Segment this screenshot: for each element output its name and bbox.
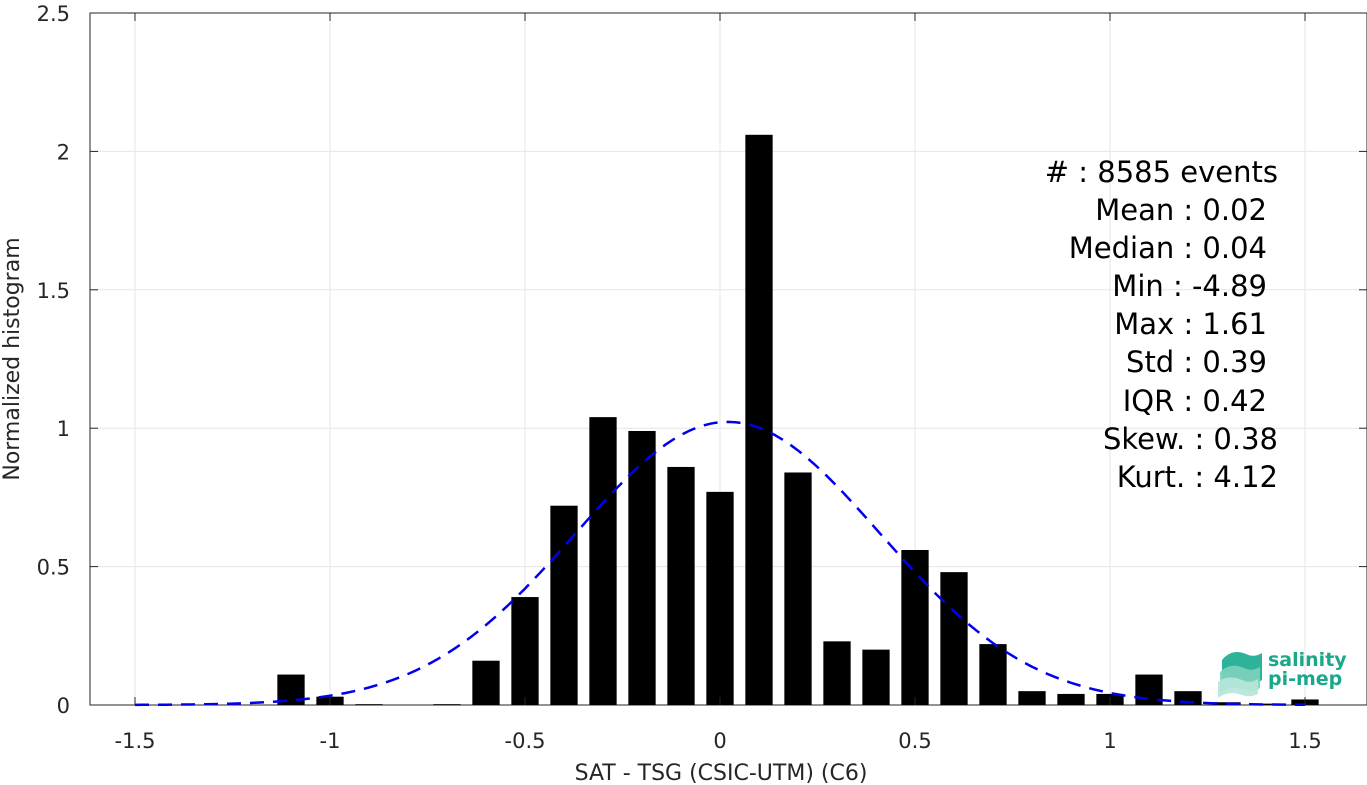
x-tick-label: 0 (713, 729, 726, 753)
stat-min: Min : -4.89 (1112, 269, 1267, 303)
histogram-bar (589, 417, 617, 705)
stat-kurt: Kurt. : 4.12 (1117, 460, 1278, 494)
x-tick-label: 0.5 (898, 729, 931, 753)
x-tick-label: -0.5 (505, 729, 546, 753)
histogram-bar (1018, 691, 1046, 705)
stat-count: # : 8585 events (1045, 155, 1278, 189)
histogram-bar (1057, 693, 1085, 705)
stat-iqr: IQR : 0.42 (1123, 384, 1267, 418)
y-tick-label: 0.5 (37, 556, 70, 580)
y-tick-label: 2.5 (37, 2, 70, 26)
histogram-bar (979, 644, 1007, 705)
histogram-bar (823, 641, 851, 705)
x-tick-label: 1 (1103, 729, 1116, 753)
x-tick-label: 1.5 (1288, 729, 1321, 753)
histogram-bar (862, 649, 890, 705)
salinity-pimep-logo: salinity pi-mep (1218, 649, 1347, 698)
histogram-bar (433, 704, 461, 706)
histogram-bars (277, 134, 1319, 706)
logo-wave-icon (1218, 652, 1262, 698)
stat-skew: Skew. : 0.38 (1103, 422, 1278, 456)
histogram-bar (355, 704, 383, 706)
histogram-bar (511, 597, 539, 705)
x-tick-label: -1 (320, 729, 341, 753)
y-axis-title: Normalized histogram (0, 237, 25, 480)
stat-median: Median : 0.04 (1069, 231, 1267, 265)
axis-ticks: -1.5 -1 -0.5 0 0.5 1 1.5 0 0.5 1 1.5 2 2.5 (37, 2, 1367, 753)
stats-box: # : 8585 events Mean : 0.02 Median : 0.0… (1045, 155, 1278, 494)
y-tick-label: 0 (57, 694, 70, 718)
gaussian-fit-curve (134, 420, 1306, 707)
y-tick-label: 1.5 (37, 279, 70, 303)
x-tick-label: -1.5 (115, 729, 156, 753)
stat-max: Max : 1.61 (1114, 307, 1267, 341)
histogram-bar (706, 491, 734, 705)
y-tick-label: 1 (57, 417, 70, 441)
histogram-bar (550, 505, 578, 705)
histogram-bar (784, 472, 812, 705)
logo-line-2: pi-mep (1268, 668, 1342, 690)
y-tick-label: 2 (57, 140, 70, 164)
histogram-bar (1252, 703, 1280, 705)
histogram-bar (667, 466, 695, 705)
stat-std: Std : 0.39 (1126, 345, 1267, 379)
histogram-bar (628, 430, 656, 705)
x-axis-title: SAT - TSG (CSIC-UTM) (C6) (575, 761, 868, 785)
histogram-bar (901, 549, 929, 705)
histogram-bar (745, 134, 773, 706)
logo-line-1: salinity (1268, 649, 1347, 671)
histogram-bar (940, 572, 968, 705)
histogram-bar (472, 660, 500, 705)
stat-mean: Mean : 0.02 (1095, 193, 1267, 227)
